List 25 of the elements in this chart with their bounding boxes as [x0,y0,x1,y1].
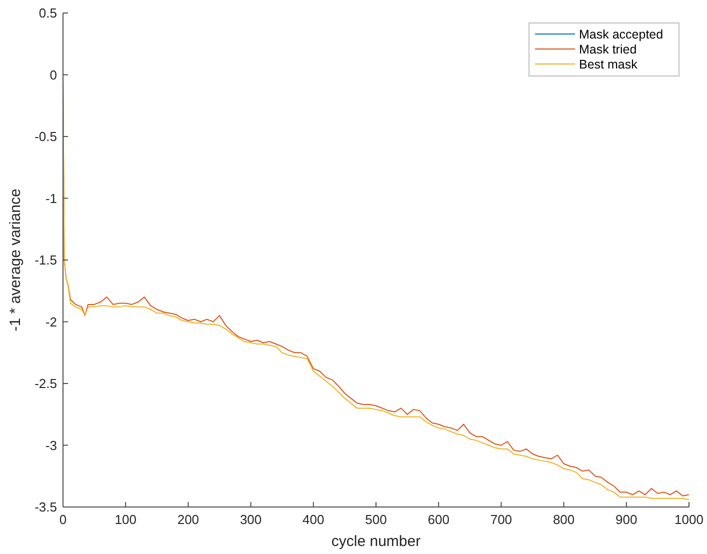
x-tick-label: 700 [490,512,512,527]
x-tick-label: 800 [552,512,575,527]
x-tick-label: 300 [240,512,262,527]
x-tick-label: 400 [302,512,324,527]
y-tick-label: -2 [45,314,57,330]
x-axis-title: cycle number [331,533,421,550]
y-tick-label: -1.5 [34,252,57,268]
y-tick-label: -3 [45,438,57,453]
y-tick-label: -0.5 [34,129,57,144]
x-tick-label: 1000 [674,512,704,527]
x-tick-label: 0 [59,512,67,527]
y-tick-label: 0.5 [38,6,57,21]
x-tick-label: 100 [114,512,136,527]
legend-label: Mask tried [579,42,637,56]
x-tick-label: 900 [616,512,638,527]
y-tick-label: 0 [50,67,57,82]
legend-label: Mask accepted [579,27,664,42]
y-tick-label: -3.5 [34,500,57,515]
x-tick-label: 200 [177,512,200,527]
x-tick-label: 500 [365,512,387,527]
x-tick-label: 600 [428,512,450,527]
y-tick-label: -1 [45,190,57,206]
legend-label: Best mask [579,57,638,72]
y-tick-label: -2.5 [34,376,57,392]
y-axis-title: -1 * average variance [7,188,24,332]
